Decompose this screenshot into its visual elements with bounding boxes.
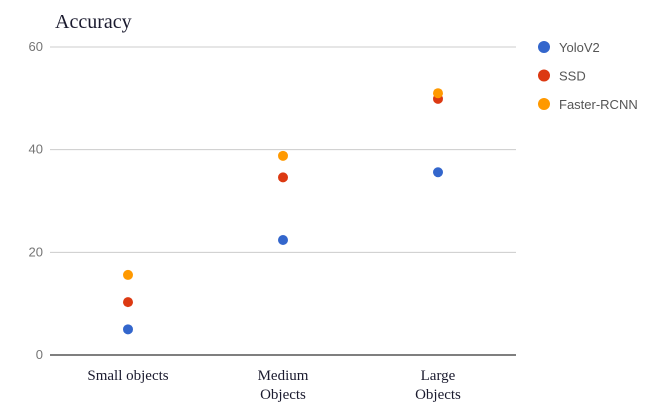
legend-label-ssd: SSD — [559, 69, 586, 84]
y-tick-label-0: 0 — [36, 347, 43, 362]
point-faster-rcnn-0 — [123, 269, 133, 280]
legend-marker-faster-rcnn — [538, 98, 550, 110]
legend: YoloV2 SSD Faster-RCNN — [538, 40, 638, 112]
gridlines — [50, 46, 516, 356]
x-tick-label-0: Small objects — [87, 368, 168, 384]
point-yolov2-1 — [278, 235, 288, 246]
point-ssd-1 — [278, 172, 288, 183]
chart-title: Accuracy — [55, 11, 132, 33]
y-tick-label-20: 20 — [29, 244, 43, 259]
x-axis-ticks: Small objects Medium Objects Large Objects — [87, 368, 461, 403]
y-tick-label-60: 60 — [29, 39, 43, 54]
data-points — [123, 88, 443, 335]
y-tick-label-40: 40 — [29, 142, 43, 157]
legend-label-yolov2: YoloV2 — [559, 40, 600, 55]
legend-label-faster-rcnn: Faster-RCNN — [559, 97, 638, 112]
point-faster-rcnn-1 — [278, 150, 288, 161]
point-faster-rcnn-2 — [433, 88, 443, 99]
point-yolov2-2 — [433, 167, 443, 178]
y-axis-ticks: 0 20 40 60 — [29, 39, 43, 362]
legend-marker-yolov2 — [538, 41, 550, 53]
x-tick-label-1: Medium Objects — [258, 368, 309, 403]
point-yolov2-0 — [123, 324, 133, 335]
point-ssd-0 — [123, 297, 133, 308]
legend-marker-ssd — [538, 69, 550, 82]
x-tick-label-2: Large Objects — [415, 368, 461, 403]
